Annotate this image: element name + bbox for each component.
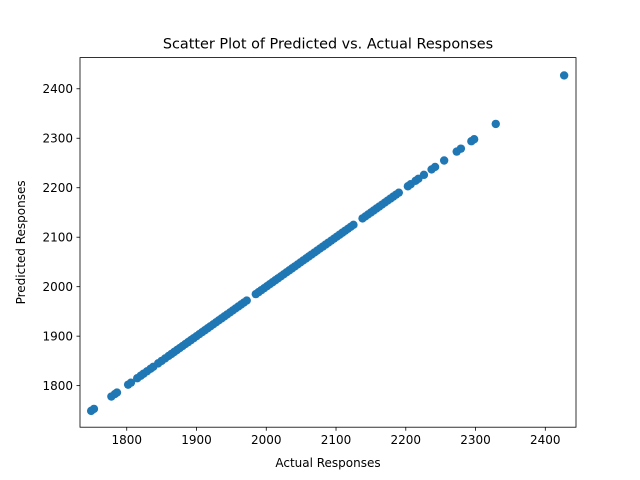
x-axis: 1800 1900 2000 2100 2200 2300 2400 — [111, 427, 561, 447]
x-tick-label: 2100 — [321, 433, 352, 447]
y-axis: 1800 1900 2000 2100 2200 2300 2400 — [42, 82, 80, 393]
y-tick-label: 2400 — [42, 82, 73, 96]
scatter-point — [89, 404, 99, 414]
x-tick-label: 2300 — [460, 433, 491, 447]
scatter-point — [491, 119, 500, 129]
x-axis-title: Actual Responses — [275, 456, 380, 470]
scatter-point — [469, 135, 479, 144]
scatter-point — [439, 156, 449, 165]
scatter-point — [394, 188, 404, 197]
scatter-point — [419, 170, 429, 180]
y-tick-label: 2200 — [42, 181, 73, 195]
chart-title: Scatter Plot of Predicted vs. Actual Res… — [163, 37, 493, 53]
scatter-point — [349, 220, 358, 230]
x-tick-label: 2200 — [391, 433, 422, 447]
scatter-point — [126, 378, 136, 387]
scatter-point — [559, 71, 569, 80]
x-tick-label: 1800 — [111, 433, 142, 447]
x-tick-label: 2000 — [251, 433, 282, 447]
y-tick-label: 2000 — [42, 280, 73, 294]
scatter-point — [242, 296, 251, 305]
x-tick-label: 1900 — [181, 433, 212, 447]
y-axis-title: Predicted Responses — [14, 180, 28, 304]
scatter-point — [430, 162, 440, 172]
y-tick-label: 1800 — [42, 379, 73, 393]
x-tick-label: 2400 — [530, 433, 561, 447]
scatter-point — [456, 144, 466, 153]
y-tick-label: 2300 — [42, 131, 73, 145]
scatter-point — [112, 388, 122, 397]
points-layer — [86, 71, 569, 416]
y-tick-label: 1900 — [42, 329, 73, 343]
y-tick-label: 2100 — [42, 230, 73, 244]
plot-frame — [79, 57, 577, 428]
